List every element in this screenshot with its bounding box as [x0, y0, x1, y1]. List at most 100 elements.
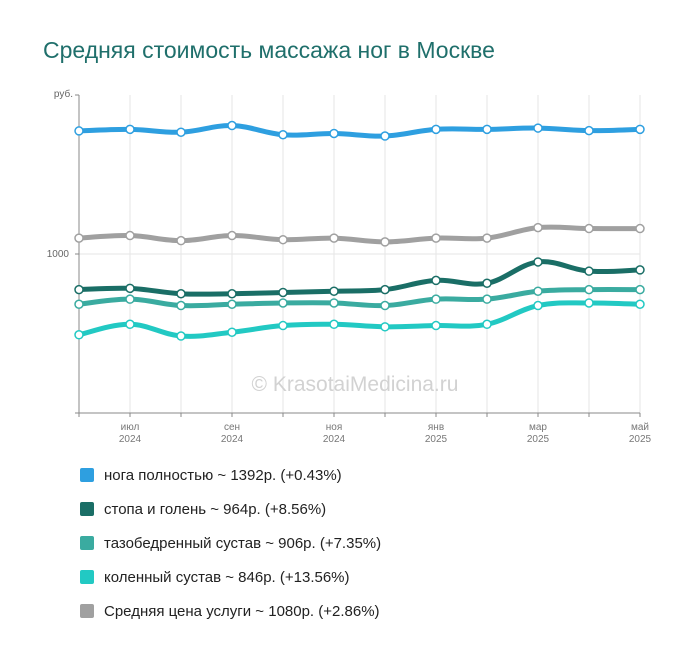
data-point[interactable] — [176, 127, 186, 137]
data-point[interactable] — [329, 233, 339, 243]
data-point[interactable] — [482, 319, 492, 330]
legend-item[interactable]: стопа и голень ~ 964р. (+8.56%) — [80, 492, 381, 526]
data-point[interactable] — [533, 123, 543, 133]
legend-label: коленный сустав ~ 846р. (+13.56%) — [104, 568, 350, 586]
legend-label: стопа и голень ~ 964р. (+8.56%) — [104, 500, 327, 518]
legend-label: тазобедренный сустав ~ 906р. (+7.35%) — [104, 534, 382, 552]
data-point[interactable] — [635, 284, 645, 295]
data-point[interactable] — [482, 294, 492, 304]
x-tick-label-year: 2024 — [221, 434, 244, 445]
series-2 — [74, 257, 645, 299]
legend-swatch — [80, 570, 94, 584]
data-point[interactable] — [227, 230, 237, 241]
legend-item[interactable]: коленный сустав ~ 846р. (+13.56%) — [80, 560, 381, 594]
x-tick-label-month: сен — [224, 422, 240, 433]
data-point[interactable] — [584, 125, 594, 136]
watermark: © KrasotaiMedicina.ru — [252, 373, 459, 396]
data-point[interactable] — [533, 300, 543, 311]
data-point[interactable] — [329, 286, 339, 296]
data-point[interactable] — [635, 299, 645, 309]
axes: 1000руб.июл2024сен2024ноя2024янв2025мар2… — [47, 88, 652, 445]
x-tick-label-year: 2025 — [527, 434, 550, 445]
data-point[interactable] — [176, 235, 186, 246]
data-point[interactable] — [431, 233, 441, 243]
legend-item[interactable]: тазобедренный сустав ~ 906р. (+7.35%) — [80, 526, 381, 560]
data-point[interactable] — [278, 298, 288, 308]
data-point[interactable] — [584, 223, 594, 234]
series-line — [76, 123, 643, 139]
legend-label: Средняя цена услуги ~ 1080р. (+2.86%) — [104, 602, 380, 620]
data-point[interactable] — [176, 331, 186, 341]
data-point[interactable] — [431, 124, 441, 135]
data-point[interactable] — [125, 283, 135, 294]
legend-swatch — [80, 604, 94, 618]
legend-label: нога полностью ~ 1392р. (+0.43%) — [104, 466, 342, 484]
data-point[interactable] — [227, 299, 237, 309]
data-point[interactable] — [482, 233, 492, 243]
data-point[interactable] — [176, 300, 186, 311]
data-point[interactable] — [278, 287, 288, 298]
x-tick-label-year: 2025 — [629, 434, 652, 445]
data-point[interactable] — [482, 278, 492, 289]
data-point[interactable] — [74, 233, 84, 243]
series-1 — [74, 222, 645, 247]
data-point[interactable] — [74, 126, 84, 136]
data-point[interactable] — [431, 294, 441, 304]
x-tick-label-month: июл — [121, 422, 140, 433]
data-point[interactable] — [533, 286, 543, 296]
data-point[interactable] — [584, 284, 594, 295]
series-3 — [74, 284, 645, 311]
data-point[interactable] — [329, 298, 339, 308]
y-axis-label: руб. — [54, 88, 73, 100]
data-point[interactable] — [176, 289, 186, 299]
data-point[interactable] — [533, 257, 543, 267]
series-4 — [74, 298, 645, 341]
data-point[interactable] — [278, 130, 288, 140]
data-point[interactable] — [278, 320, 288, 331]
data-point[interactable] — [125, 230, 135, 241]
data-point[interactable] — [380, 322, 390, 332]
data-point[interactable] — [380, 284, 390, 295]
data-point[interactable] — [74, 330, 84, 340]
data-point[interactable] — [125, 124, 135, 135]
data-point[interactable] — [227, 289, 237, 299]
x-tick-label-year: 2024 — [323, 434, 346, 445]
gridlines — [78, 95, 641, 413]
data-point[interactable] — [584, 266, 594, 276]
data-point[interactable] — [278, 234, 288, 245]
data-point[interactable] — [635, 124, 645, 135]
data-point[interactable] — [380, 237, 390, 247]
x-tick-label-month: ноя — [326, 422, 343, 433]
data-point[interactable] — [227, 327, 237, 337]
data-point[interactable] — [329, 128, 339, 139]
legend-item[interactable]: Средняя цена услуги ~ 1080р. (+2.86%) — [80, 594, 381, 628]
x-tick-label-month: янв — [428, 422, 444, 433]
data-point[interactable] — [125, 294, 135, 304]
legend-swatch — [80, 536, 94, 550]
data-point[interactable] — [74, 284, 84, 295]
data-point[interactable] — [482, 124, 492, 135]
data-point[interactable] — [329, 319, 339, 330]
data-point[interactable] — [227, 120, 237, 131]
data-point[interactable] — [584, 298, 594, 308]
data-point[interactable] — [533, 222, 543, 233]
chart-title: Средняя стоимость массажа ног в Москве — [43, 37, 495, 63]
series-line — [76, 300, 643, 339]
legend-item[interactable]: нога полностью ~ 1392р. (+0.43%) — [80, 458, 381, 492]
data-point[interactable] — [380, 131, 390, 141]
series-line — [76, 224, 643, 245]
data-point[interactable] — [431, 320, 441, 331]
x-tick-label-month: май — [631, 422, 649, 433]
data-point[interactable] — [380, 300, 390, 311]
data-point[interactable] — [635, 265, 645, 275]
data-point[interactable] — [635, 223, 645, 234]
series-lines — [74, 120, 645, 341]
data-point[interactable] — [125, 319, 135, 330]
legend-swatch — [80, 468, 94, 482]
y-tick-label: 1000 — [47, 249, 70, 260]
data-point[interactable] — [431, 275, 441, 286]
legend-swatch — [80, 502, 94, 516]
data-point[interactable] — [74, 299, 84, 309]
legend: нога полностью ~ 1392р. (+0.43%) стопа и … — [80, 458, 381, 628]
line-chart: 1000руб.июл2024сен2024ноя2024янв2025мар2… — [47, 88, 652, 445]
